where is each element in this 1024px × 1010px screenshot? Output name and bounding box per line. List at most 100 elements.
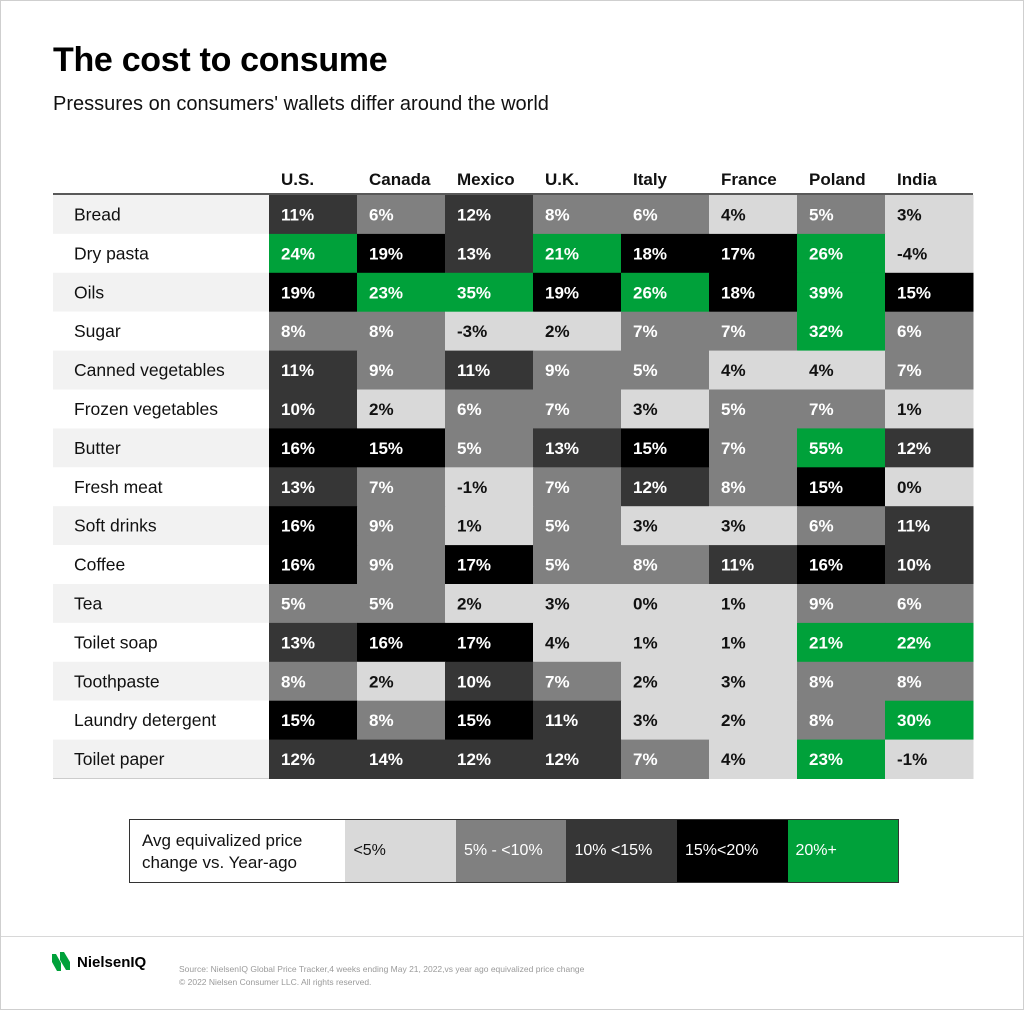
- heatmap-cell: [797, 739, 886, 779]
- heatmap-cell: [709, 428, 798, 468]
- cell-value: 1%: [897, 400, 922, 419]
- heatmap-cell: [797, 272, 886, 313]
- row-label-band: [53, 233, 269, 273]
- cell-value: 55%: [809, 439, 843, 458]
- row-label-band: [53, 272, 269, 312]
- cell-value: 3%: [721, 672, 746, 691]
- cell-value: 17%: [721, 244, 755, 263]
- heatmap-cell: [621, 233, 710, 274]
- heatmap-cell: [885, 272, 974, 313]
- heatmap-cell: [445, 272, 534, 313]
- heatmap-cell: [885, 739, 974, 779]
- cell-value: 7%: [633, 750, 658, 769]
- row-label: Bread: [74, 204, 121, 224]
- row-label: Canned vegetables: [74, 360, 225, 380]
- heatmap-cell: [621, 389, 710, 429]
- cell-value: 2%: [721, 711, 746, 730]
- row-label-band: [53, 584, 269, 623]
- row-label: Frozen vegetables: [74, 399, 218, 419]
- cell-value: 9%: [369, 361, 394, 380]
- cell-value: 8%: [369, 322, 394, 341]
- cell-value: 1%: [633, 633, 658, 652]
- cell-value: 4%: [721, 361, 746, 380]
- heatmap-cell: [269, 545, 358, 585]
- cell-value: 8%: [897, 672, 922, 691]
- cell-value: 10%: [281, 400, 315, 419]
- cell-value: 5%: [457, 439, 482, 458]
- heatmap-cell: [709, 272, 798, 313]
- row-label: Toilet paper: [74, 749, 165, 769]
- heatmap-cell: [797, 350, 886, 390]
- cell-value: 5%: [281, 594, 306, 613]
- cell-value: 8%: [545, 205, 570, 224]
- cell-value: 30%: [897, 711, 931, 730]
- heatmap-cell: [533, 272, 622, 313]
- heatmap-cell: [621, 195, 710, 235]
- heatmap-cell: [357, 622, 446, 663]
- heatmap-cell: [797, 311, 886, 352]
- heatmap-cell: [797, 467, 886, 507]
- cell-value: 5%: [545, 556, 570, 575]
- heatmap-cell: [885, 311, 974, 352]
- heatmap-cell: [709, 311, 798, 352]
- cell-value: 7%: [633, 322, 658, 341]
- heatmap-cell: [269, 389, 358, 429]
- cell-value: 3%: [897, 205, 922, 224]
- heatmap-cell: [533, 584, 622, 624]
- heatmap-cell: [709, 350, 798, 390]
- cell-value: 23%: [369, 283, 403, 302]
- heatmap-cell: [533, 195, 622, 235]
- heatmap-cell: [709, 389, 798, 429]
- page-subtitle: Pressures on consumers' wallets differ a…: [53, 93, 549, 115]
- cell-value: 12%: [457, 750, 491, 769]
- cell-value: 7%: [545, 672, 570, 691]
- heatmap-cell: [357, 545, 446, 585]
- heatmap-cell: [885, 195, 974, 235]
- heatmap-cell: [533, 545, 622, 585]
- heatmap-cell: [621, 700, 710, 741]
- heatmap-cell: [357, 389, 446, 429]
- cell-value: 2%: [633, 672, 658, 691]
- heatmap-cell: [269, 233, 358, 274]
- row-label: Toothpaste: [74, 671, 160, 691]
- cell-value: 2%: [369, 400, 394, 419]
- heatmap-cell: [709, 467, 798, 507]
- cell-value: 11%: [281, 361, 314, 380]
- heatmap-cell: [533, 350, 622, 390]
- row-label-band: [53, 661, 269, 701]
- row-label: Sugar: [74, 321, 121, 341]
- heatmap-cell: [357, 195, 446, 235]
- heatmap-cell: [797, 661, 886, 702]
- heatmap-chart: U.S. Canada Mexico U.K. Italy France Poland Ind…: [53, 170, 974, 779]
- heatmap-cell: [357, 350, 446, 390]
- heatmap-cell: [797, 389, 886, 429]
- heatmap-cell: [621, 739, 710, 779]
- row-label: Laundry detergent: [74, 710, 216, 730]
- cell-value: 2%: [545, 322, 570, 341]
- cell-value: 8%: [281, 322, 306, 341]
- heatmap-cell: [709, 700, 798, 741]
- heatmap-cell: [709, 195, 798, 235]
- heatmap-cell: [357, 311, 446, 352]
- brand-name: NielsenIQ: [77, 953, 147, 971]
- cell-value: 11%: [457, 361, 490, 380]
- heatmap-cell: [269, 622, 358, 663]
- cell-value: 4%: [809, 361, 834, 380]
- cell-value: 19%: [369, 244, 403, 263]
- nielseniq-logo-icon: [52, 952, 70, 971]
- cell-value: 8%: [281, 672, 306, 691]
- cell-value: 15%: [457, 711, 491, 730]
- heatmap-cell: [357, 700, 446, 741]
- column-header: U.K.: [545, 170, 579, 189]
- cell-value: 6%: [369, 205, 394, 224]
- heatmap-cell: [357, 272, 446, 313]
- row-label-band: [53, 350, 269, 390]
- cell-value: 21%: [809, 633, 843, 652]
- cell-value: 10%: [457, 672, 491, 691]
- heatmap-cell: [885, 584, 974, 624]
- cell-value: 16%: [281, 517, 315, 536]
- heatmap-cell: [621, 428, 710, 468]
- cell-value: 11%: [545, 711, 578, 730]
- legend-bin-15-20: 15%<20%: [676, 820, 788, 882]
- heatmap-cell: [357, 739, 446, 779]
